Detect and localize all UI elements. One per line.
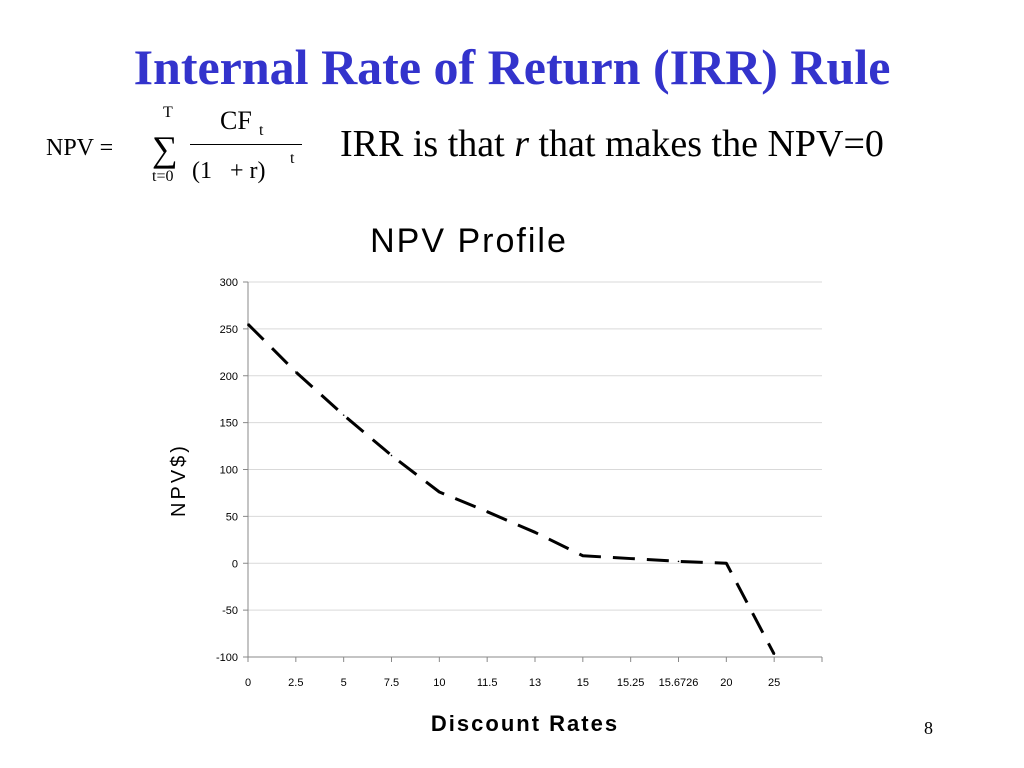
y-tick-labels: -100 -50 0 50 100 150 200 250 300 [216, 277, 238, 664]
formula-denominator-exp: t [290, 150, 295, 167]
x-tick-label: 11.5 [477, 677, 498, 689]
npv-formula: NPV = ∑ T t=0 CF t (1 + r) t [40, 100, 320, 200]
y-tick-label: -50 [222, 605, 238, 617]
formula-numerator: CF [220, 106, 252, 135]
y-tick-label: 250 [220, 324, 238, 336]
y-tick-label: 0 [232, 558, 238, 570]
x-tick-label: 15.25 [617, 677, 645, 689]
x-tick-label: 7.5 [384, 677, 399, 689]
x-axis-label: Discount Rates [431, 711, 619, 736]
y-tick-label: 200 [220, 371, 238, 383]
irr-statement-variable: r [514, 123, 529, 165]
data-point [486, 510, 488, 513]
formula-sum-upper: T [163, 104, 173, 121]
series-lines [246, 323, 776, 655]
chart-title: NPV Profile [370, 222, 568, 260]
fraction-bar [190, 144, 302, 145]
x-tick-label: 2.5 [288, 677, 303, 689]
data-point [342, 414, 345, 416]
irr-statement: IRR is that r that makes the NPV=0 [340, 122, 884, 166]
formula-sum-lower: t=0 [152, 168, 174, 185]
x-tick-label: 25 [768, 677, 780, 689]
y-tick-label: 100 [220, 465, 238, 477]
data-point [725, 562, 728, 565]
irr-statement-part2: that makes the NPV=0 [528, 123, 884, 165]
data-point [438, 491, 441, 493]
formula-sigma: ∑ [152, 129, 178, 169]
irr-statement-part1: IRR is that [340, 123, 515, 165]
y-tick-label: 300 [220, 277, 238, 289]
npv-series-line [246, 323, 776, 655]
formula-lhs: NPV = [46, 135, 114, 161]
data-point [534, 531, 536, 534]
data-point [677, 560, 680, 563]
x-tick-label: 5 [341, 677, 347, 689]
slide-number: 8 [924, 718, 933, 738]
x-tick-label: 15.6726 [659, 677, 699, 689]
x-tick-label: 13 [529, 677, 541, 689]
data-point [390, 454, 393, 457]
x-tick-label: 0 [245, 677, 251, 689]
data-point [295, 371, 297, 373]
x-tick-label: 10 [433, 677, 445, 689]
x-tick-labels: 0 2.5 5 7.5 10 11.5 13 15 15.25 15.6726 20 25 [245, 677, 780, 689]
y-tick-label: 150 [220, 418, 238, 430]
y-axis-label: NPV$) [168, 443, 190, 517]
formula-numerator-sub: t [259, 122, 264, 139]
data-point [582, 554, 584, 557]
x-tick-label: 20 [720, 677, 732, 689]
formula-denominator: (1 + r) [192, 158, 266, 184]
data-point [629, 557, 632, 560]
y-tick-label: 50 [226, 511, 238, 523]
axes [243, 281, 823, 662]
y-tick-label: -100 [216, 652, 238, 664]
data-point [773, 653, 775, 655]
x-tick-label: 15 [577, 677, 589, 689]
grid-lines [248, 281, 822, 658]
data-point [247, 323, 249, 325]
slide-title: Internal Rate of Return (IRR) Rule [133, 39, 891, 95]
